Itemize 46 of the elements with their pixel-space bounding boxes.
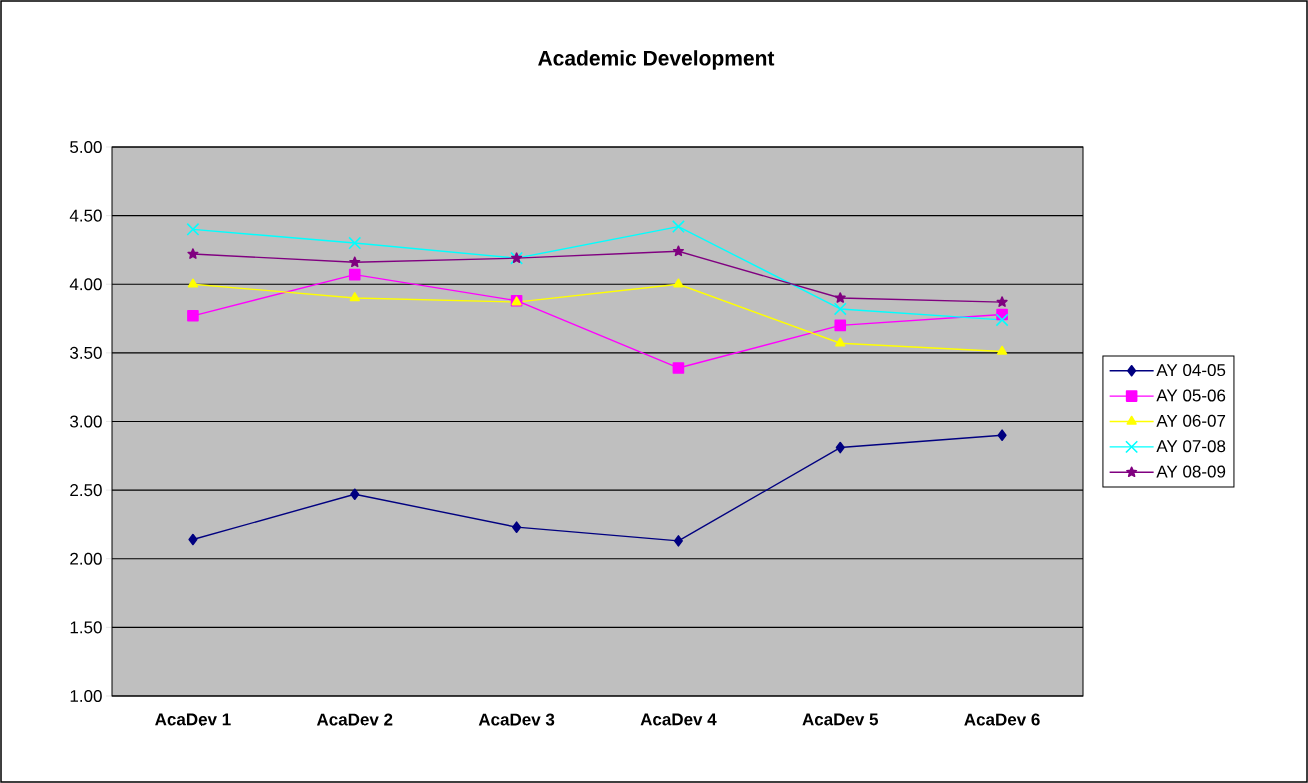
point bbox=[348, 236, 362, 250]
x-tick-label: AcaDev 5 bbox=[802, 713, 879, 726]
point bbox=[187, 310, 199, 322]
point bbox=[997, 429, 1007, 442]
point bbox=[834, 292, 846, 303]
point bbox=[834, 319, 847, 332]
point bbox=[996, 296, 1008, 307]
point bbox=[186, 222, 200, 236]
chart-title: Academic Development bbox=[538, 50, 775, 70]
y-tick-label: 1.00 bbox=[70, 689, 102, 703]
y-tick-label: 1.50 bbox=[70, 621, 102, 634]
x-tick-label: AcaDev 2 bbox=[316, 713, 393, 726]
x-tick-label: AcaDev 3 bbox=[478, 713, 555, 726]
x-tick-label: AcaDev 6 bbox=[964, 713, 1040, 726]
point bbox=[672, 245, 684, 257]
y-tick-label: 3.00 bbox=[70, 415, 102, 428]
point bbox=[187, 248, 199, 259]
legend-label: AY 06-07 bbox=[1156, 414, 1226, 427]
y-tick-label: 4.50 bbox=[69, 209, 102, 222]
point bbox=[348, 268, 361, 281]
point bbox=[996, 345, 1008, 355]
y-tick-label: 4.00 bbox=[69, 278, 102, 291]
legend-label: AY 08-09 bbox=[1156, 465, 1226, 478]
x-tick-label: AcaDev 1 bbox=[155, 713, 231, 726]
y-tick-label: 3.50 bbox=[70, 346, 102, 359]
point bbox=[188, 533, 198, 546]
point bbox=[672, 362, 685, 374]
point bbox=[995, 313, 1009, 327]
legend-label: AY 07-08 bbox=[1156, 440, 1226, 453]
x-tick-label: AcaDev 4 bbox=[640, 713, 717, 726]
point bbox=[673, 535, 683, 547]
point bbox=[349, 292, 360, 302]
legend-label: AY 04-05 bbox=[1156, 364, 1226, 377]
point bbox=[350, 488, 360, 501]
point bbox=[671, 220, 685, 234]
point bbox=[673, 278, 684, 288]
y-tick-label: 2.50 bbox=[70, 484, 102, 497]
point bbox=[835, 337, 846, 347]
point bbox=[835, 441, 845, 454]
y-tick-label: 2.00 bbox=[70, 552, 102, 565]
point bbox=[349, 256, 361, 268]
point bbox=[833, 302, 847, 316]
point bbox=[187, 278, 199, 288]
point bbox=[512, 521, 522, 533]
y-tick-label: 5.00 bbox=[70, 140, 102, 154]
legend-label: AY 05-06 bbox=[1156, 389, 1226, 402]
